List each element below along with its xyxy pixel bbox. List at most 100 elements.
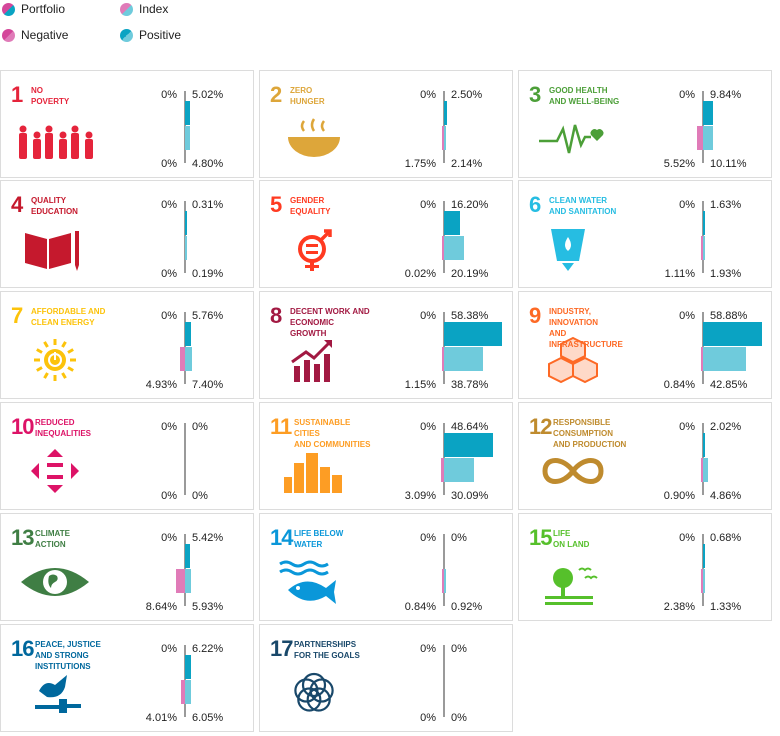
portfolio-positive-bar [444,433,493,457]
index-positive-bar [703,236,705,260]
legend-positive: Positive [120,28,181,42]
index-negative-label: 1.75% [404,158,436,170]
index-positive-label: 1.33% [710,601,742,613]
index-positive-label: 1.93% [710,268,742,280]
goal-number: 13 [11,525,35,550]
index-negative-bar [176,569,185,593]
index-negative-label: 5.52% [663,158,695,170]
index-negative-label: 4.01% [145,712,177,724]
index-negative-bar [697,126,703,150]
portfolio-negative-label: 0% [161,643,177,655]
rings-icon [294,672,334,712]
portfolio-positive-bar [185,211,187,235]
legend-index-label: Index [139,2,169,16]
portfolio-negative-label: 0% [420,421,436,433]
goal-number: 5 [270,192,282,217]
portfolio-negative-label: 0% [679,532,695,544]
water-glass-icon [551,229,585,271]
portfolio-positive-label: 16.20% [451,199,489,211]
index-positive-bar [444,458,475,482]
goal-card-5: 5 GENDER EQUALITY 0% 16.20% 0.02% 20.19% [259,180,513,288]
goal-number: 9 [529,303,541,328]
index-positive-bar [444,126,447,150]
index-positive-label: 30.09% [451,490,489,502]
goal-card-4: 4 QUALITY EDUCATION 0% 0.31% 0% 0.19% [0,180,254,288]
goal-card-11: 11 SUSTAINABLE CITIES AND COMMUNITIES 0% 48… [259,402,513,510]
index-positive-label: 4.80% [192,158,224,170]
goal-number: 6 [529,192,541,217]
goal-title: REDUCED INEQUALITIES [35,418,92,438]
index-positive-bar [444,236,465,260]
portfolio-negative-label: 0% [420,199,436,211]
portfolio-positive-label: 0% [192,421,208,433]
positive-swatch-icon [120,28,133,42]
goal-title: SUSTAINABLE CITIES AND COMMUNITIES [294,418,371,449]
heartbeat-icon [539,124,604,154]
goal-title: RESPONSIBLE CONSUMPTION AND PRODUCTION [553,418,627,449]
portfolio-positive-label: 48.64% [451,421,489,433]
goal-card-12: 12 RESPONSIBLE CONSUMPTION AND PRODUCTION… [518,402,772,510]
portfolio-swatch-icon [2,2,15,16]
portfolio-positive-label: 0% [451,643,467,655]
index-positive-bar [185,126,190,150]
earth-eye-icon [21,568,89,596]
index-positive-bar [703,126,714,150]
legend-portfolio: Portfolio [2,2,65,16]
portfolio-negative-label: 0% [161,532,177,544]
portfolio-positive-label: 0.31% [192,199,224,211]
index-positive-bar [185,347,193,371]
index-negative-label: 0% [420,712,436,724]
index-positive-bar [444,569,446,593]
book-icon [25,231,79,271]
index-positive-label: 0.92% [451,601,483,613]
index-negative-label: 0% [161,158,177,170]
bowl-icon [288,118,340,157]
goal-card-15: 15 LIFE ON LAND 0% 0.68% 2.38% 1.33% [518,513,772,621]
index-positive-bar [185,236,187,260]
zero-axis [443,645,445,717]
portfolio-positive-label: 5.42% [192,532,224,544]
legend-portfolio-label: Portfolio [21,2,66,16]
goal-title: AFFORDABLE AND CLEAN ENERGY [31,307,106,327]
goal-title: CLEAN WATER AND SANITATION [549,196,617,216]
index-negative-label: 0% [161,490,177,502]
goal-title: DECENT WORK AND ECONOMIC GROWTH [290,307,370,338]
index-positive-label: 5.93% [192,601,224,613]
goal-title: GOOD HEALTH AND WELL-BEING [549,86,620,106]
portfolio-positive-bar [703,211,705,235]
zero-axis [184,423,186,495]
portfolio-positive-label: 5.76% [192,310,224,322]
portfolio-positive-bar [185,101,191,125]
legend-index: Index [120,2,168,16]
index-positive-label: 42.85% [710,379,748,391]
index-positive-label: 20.19% [451,268,489,280]
portfolio-negative-label: 0% [161,89,177,101]
goal-card-2: 2 ZERO HUNGER 0% 2.50% 1.75% 2.14% [259,70,513,178]
infinity-icon [542,458,604,484]
goal-card-9: 9 INDUSTRY, INNOVATION AND INFRASTRUCTURE… [518,291,772,399]
portfolio-positive-bar [703,433,706,457]
portfolio-positive-bar [703,101,713,125]
growth-chart-icon [291,340,332,382]
portfolio-positive-label: 5.02% [192,89,224,101]
goal-card-17: 17 PARTNERSHIPS FOR THE GOALS 0% 0% 0% 0% [259,624,513,732]
index-positive-label: 6.05% [192,712,224,724]
index-swatch-icon [120,2,133,16]
goal-number: 8 [270,303,282,328]
index-negative-label: 4.93% [145,379,177,391]
index-negative-label: 0.84% [663,379,695,391]
portfolio-negative-label: 0% [679,310,695,322]
index-positive-bar [703,458,708,482]
fish-icon [279,560,336,604]
index-negative-label: 2.38% [663,601,695,613]
goal-number: 1 [11,82,23,107]
portfolio-positive-label: 0% [451,532,467,544]
goal-number: 3 [529,82,541,107]
goal-title: QUALITY EDUCATION [31,196,78,216]
portfolio-negative-label: 0% [679,89,695,101]
portfolio-positive-label: 2.02% [710,421,742,433]
index-negative-bar [180,347,185,371]
goal-number: 14 [270,525,294,550]
goal-card-13: 13 CLIMATE ACTION 0% 5.42% 8.64% 5.93% [0,513,254,621]
equality-arrows-icon [31,449,79,493]
